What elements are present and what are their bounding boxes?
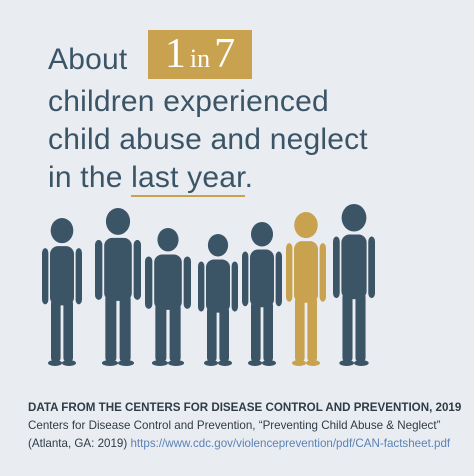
- silhouette-part: [157, 228, 179, 252]
- silhouette-part: [295, 296, 305, 362]
- silhouette-part: [154, 254, 182, 310]
- silhouette-part: [133, 239, 141, 300]
- source-url[interactable]: https://www.cdc.gov/violenceprevention/p…: [130, 437, 451, 450]
- silhouette-part: [242, 251, 249, 307]
- silhouette-part: [50, 246, 74, 306]
- source-citation: Centers for Disease Control and Preventi…: [28, 419, 441, 432]
- silhouette-part: [248, 360, 262, 366]
- silhouette-part: [95, 239, 103, 300]
- silhouette-part: [48, 360, 62, 366]
- headline-text: in the: [48, 161, 123, 194]
- silhouette-part: [263, 301, 273, 362]
- silhouette-part: [62, 360, 76, 366]
- silhouette-part: [306, 360, 320, 366]
- source-heading: DATA FROM THE CENTERS FOR DISEASE CONTRO…: [28, 401, 462, 414]
- silhouette-part: [207, 234, 229, 257]
- silhouette-part: [169, 303, 181, 362]
- silhouette-part: [206, 259, 230, 313]
- children-silhouettes: [42, 204, 375, 366]
- silhouette-part: [250, 249, 274, 308]
- silhouette-part: [198, 261, 205, 312]
- silhouette-part: [42, 248, 49, 305]
- badge-number: 7: [214, 31, 236, 77]
- silhouette-part: [275, 251, 282, 307]
- silhouette-part: [294, 212, 318, 239]
- silhouette-part: [294, 241, 318, 303]
- silhouette-part: [319, 243, 326, 302]
- headline-prefix: About: [48, 43, 128, 76]
- headline-line: children experienced: [48, 85, 329, 118]
- headline-text: .: [244, 161, 254, 194]
- silhouette-part: [286, 243, 293, 302]
- badge-number: 1: [164, 31, 186, 77]
- source-publisher: (Atlanta, GA: 2019): [28, 437, 128, 450]
- silhouette-part: [104, 237, 132, 301]
- silhouette-part: [341, 204, 367, 232]
- badge-word: in: [189, 44, 211, 73]
- silhouette-part: [151, 360, 168, 366]
- silhouette-part: [204, 360, 218, 366]
- silhouette-part: [292, 360, 306, 366]
- source-publisher-line: (Atlanta, GA: 2019) https://www.cdc.gov/…: [28, 437, 450, 450]
- silhouette-part: [118, 360, 135, 366]
- silhouette-part: [105, 294, 117, 362]
- silhouette-part: [342, 293, 353, 362]
- silhouette-part: [354, 360, 369, 366]
- silhouette-part: [333, 236, 340, 299]
- silhouette-part: [183, 256, 191, 309]
- headline-line: in the last year.: [48, 160, 254, 197]
- silhouette-part: [105, 208, 131, 235]
- silhouette-part: [51, 299, 61, 362]
- silhouette-part: [307, 296, 317, 362]
- silhouette-part: [207, 306, 217, 362]
- silhouette-part: [219, 306, 229, 362]
- headline-underlined: last year: [131, 161, 245, 197]
- silhouette-part: [145, 256, 153, 309]
- silhouette-part: [119, 294, 131, 362]
- highlight-badge: 1 in 7: [148, 30, 252, 79]
- silhouette-part: [341, 234, 367, 300]
- silhouette-part: [75, 248, 82, 305]
- silhouette-part: [262, 360, 276, 366]
- silhouette-part: [339, 360, 354, 366]
- silhouette-part: [355, 293, 366, 362]
- silhouette-part: [250, 222, 274, 247]
- headline-line: child abuse and neglect: [48, 123, 368, 156]
- silhouette-part: [50, 218, 74, 244]
- silhouette-part: [63, 299, 73, 362]
- silhouette-part: [155, 303, 167, 362]
- silhouette-part: [368, 236, 375, 299]
- silhouette-part: [101, 360, 118, 366]
- silhouette-part: [218, 360, 232, 366]
- silhouette-part: [251, 301, 261, 362]
- silhouette-part: [168, 360, 185, 366]
- silhouette-part: [231, 261, 238, 312]
